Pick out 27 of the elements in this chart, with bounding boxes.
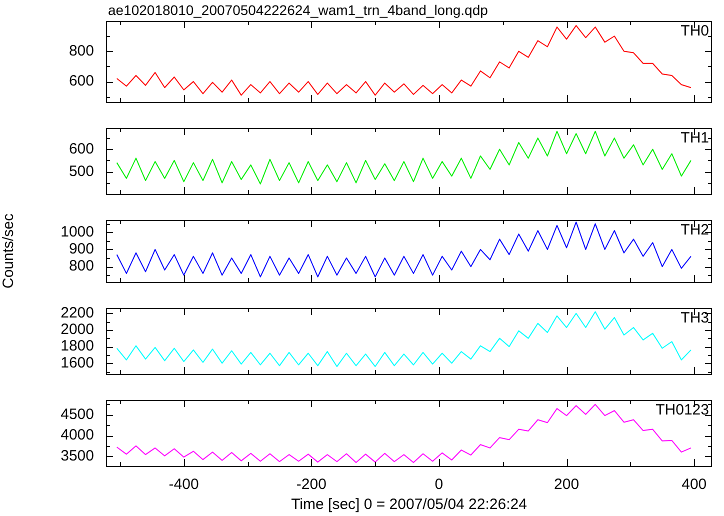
y-tick-label: 800 [68,258,94,275]
y-tick-label: 600 [68,72,94,90]
y-tick-label: 1800 [60,338,94,355]
x-axis-title: Time [sec] 0 = 2007/05/04 22:26:24 [291,496,527,514]
text: TH0 [680,22,709,40]
y-tick-label: 4000 [60,426,94,444]
series-label: TH2 [680,222,709,239]
x-tick-label: -200 [296,476,326,494]
chart-title: ae102018010_20070504222624_wam1_trn_4band_long.qdp [108,2,488,18]
y-tick-label: 1600 [60,354,94,372]
series-label: TH3 [680,310,709,327]
x-tick-label: -400 [168,476,199,494]
x-tick-label: 200 [554,476,580,494]
y-tick-label: 2200 [60,304,94,322]
y-axis-title: Counts/sec [0,212,18,289]
series-label: TH1 [680,130,709,147]
y-tick-label: 500 [68,162,94,180]
x-tick-label: 400 [682,476,707,494]
y-tick-label: 4500 [60,406,94,423]
x-tick-label: 0 [434,476,444,494]
y-tick-label: 1000 [60,223,94,240]
y-tick-label: 3500 [60,447,94,464]
y-tick-label: 800 [68,42,94,60]
y-tick-label: 900 [68,240,94,258]
series-label: TH0123 [656,402,709,419]
y-tick-label: 600 [68,140,94,158]
y-tick-label: 2000 [60,321,94,338]
